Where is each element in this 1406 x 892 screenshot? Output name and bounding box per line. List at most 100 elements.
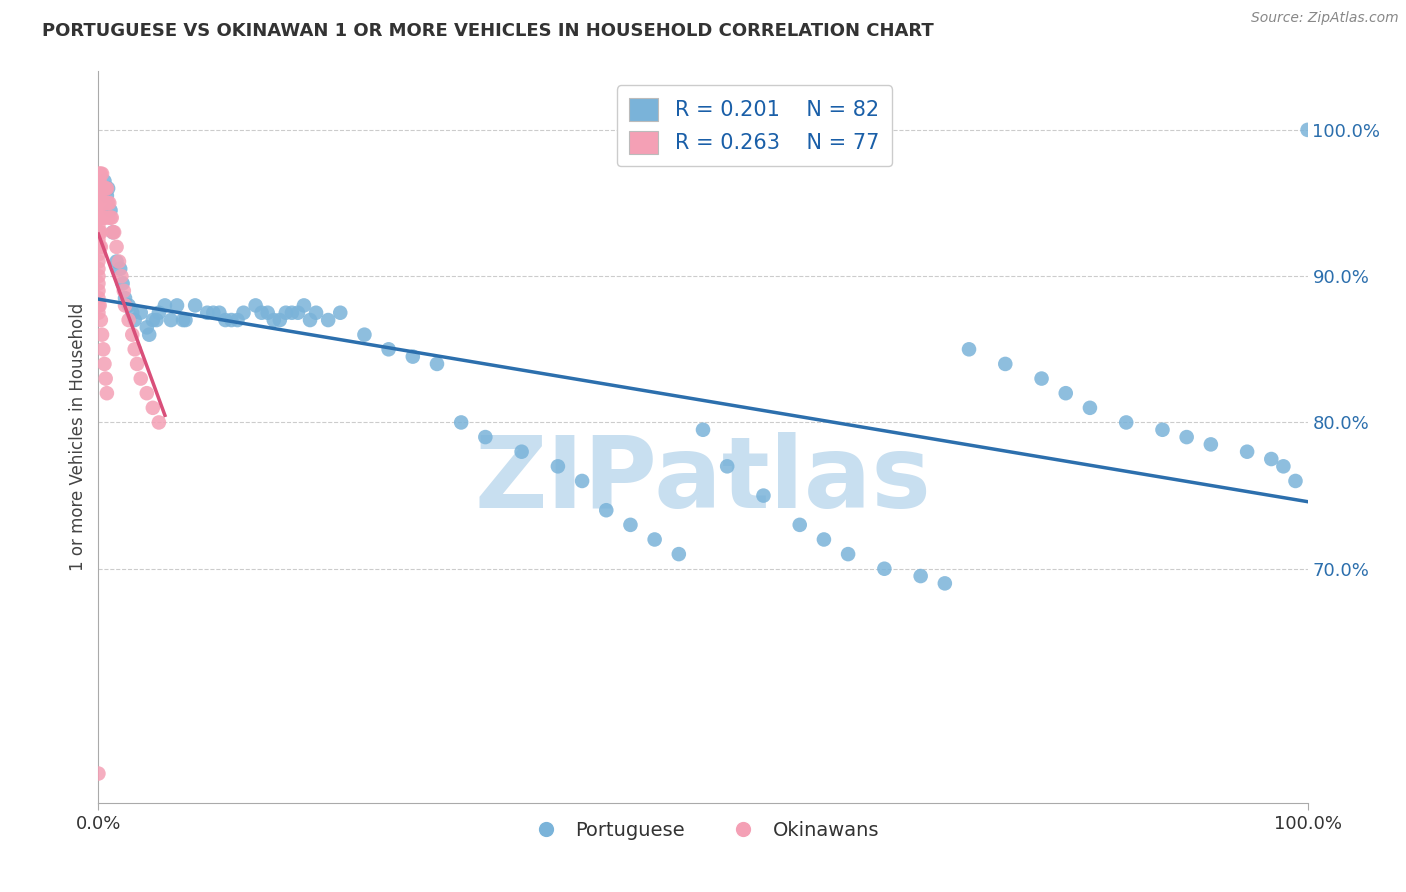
Point	[274, 306, 297, 320]
Point	[89, 298, 111, 312]
Point	[160, 313, 183, 327]
Point	[87, 211, 110, 225]
Point	[1199, 437, 1222, 451]
Point	[263, 313, 285, 327]
Point	[716, 459, 738, 474]
Point	[89, 196, 111, 211]
Point	[93, 211, 115, 225]
Point	[91, 167, 114, 181]
Point	[305, 306, 328, 320]
Point	[103, 225, 125, 239]
Point	[89, 240, 111, 254]
Point	[96, 188, 118, 202]
Point	[135, 320, 157, 334]
Point	[101, 225, 124, 239]
Point	[87, 766, 110, 780]
Point	[87, 269, 110, 284]
Point	[329, 306, 352, 320]
Point	[90, 181, 112, 195]
Point	[232, 306, 254, 320]
Point	[510, 444, 533, 458]
Point	[287, 306, 309, 320]
Point	[184, 298, 207, 312]
Point	[316, 313, 339, 327]
Point	[91, 181, 114, 195]
Point	[214, 313, 236, 327]
Point	[250, 306, 273, 320]
Point	[789, 517, 811, 532]
Point	[138, 327, 160, 342]
Point	[87, 188, 110, 202]
Point	[87, 306, 110, 320]
Point	[87, 240, 110, 254]
Point	[1152, 423, 1174, 437]
Point	[89, 211, 111, 225]
Point	[142, 313, 165, 327]
Y-axis label: 1 or more Vehicles in Household: 1 or more Vehicles in Household	[69, 303, 87, 571]
Point	[1236, 444, 1258, 458]
Point	[96, 196, 118, 211]
Point	[153, 298, 176, 312]
Point	[108, 254, 131, 268]
Point	[114, 298, 136, 312]
Point	[96, 386, 118, 401]
Point	[245, 298, 267, 312]
Point	[129, 371, 152, 385]
Point	[1296, 123, 1319, 137]
Point	[226, 313, 249, 327]
Point	[89, 181, 111, 195]
Point	[174, 313, 197, 327]
Point	[124, 313, 146, 327]
Point	[90, 240, 112, 254]
Point	[94, 371, 117, 385]
Point	[114, 291, 136, 305]
Point	[87, 298, 110, 312]
Point	[873, 562, 896, 576]
Point	[91, 196, 114, 211]
Point	[91, 211, 114, 225]
Point	[94, 196, 117, 211]
Point	[1284, 474, 1306, 488]
Point	[87, 225, 110, 239]
Point	[108, 261, 131, 276]
Point	[135, 386, 157, 401]
Point	[269, 313, 291, 327]
Point	[87, 247, 110, 261]
Point	[89, 225, 111, 239]
Point	[127, 357, 149, 371]
Point	[93, 174, 115, 188]
Legend: Portuguese, Okinawans: Portuguese, Okinawans	[519, 814, 887, 848]
Point	[957, 343, 980, 357]
Point	[118, 298, 141, 312]
Point	[87, 254, 110, 268]
Point	[547, 459, 569, 474]
Text: ZIPatlas: ZIPatlas	[475, 433, 931, 530]
Point	[994, 357, 1017, 371]
Point	[100, 211, 122, 225]
Point	[1175, 430, 1198, 444]
Point	[87, 167, 110, 181]
Point	[111, 277, 134, 291]
Point	[121, 327, 143, 342]
Point	[93, 196, 115, 211]
Point	[105, 240, 128, 254]
Point	[91, 196, 114, 211]
Point	[595, 503, 617, 517]
Point	[87, 218, 110, 232]
Point	[89, 174, 111, 188]
Point	[148, 306, 170, 320]
Point	[87, 174, 110, 188]
Point	[619, 517, 641, 532]
Point	[202, 306, 225, 320]
Point	[90, 225, 112, 239]
Point	[97, 211, 120, 225]
Point	[93, 181, 115, 195]
Point	[752, 489, 775, 503]
Point	[87, 233, 110, 247]
Point	[172, 313, 194, 327]
Point	[97, 196, 120, 211]
Point	[121, 306, 143, 320]
Point	[221, 313, 243, 327]
Point	[644, 533, 666, 547]
Point	[91, 211, 114, 225]
